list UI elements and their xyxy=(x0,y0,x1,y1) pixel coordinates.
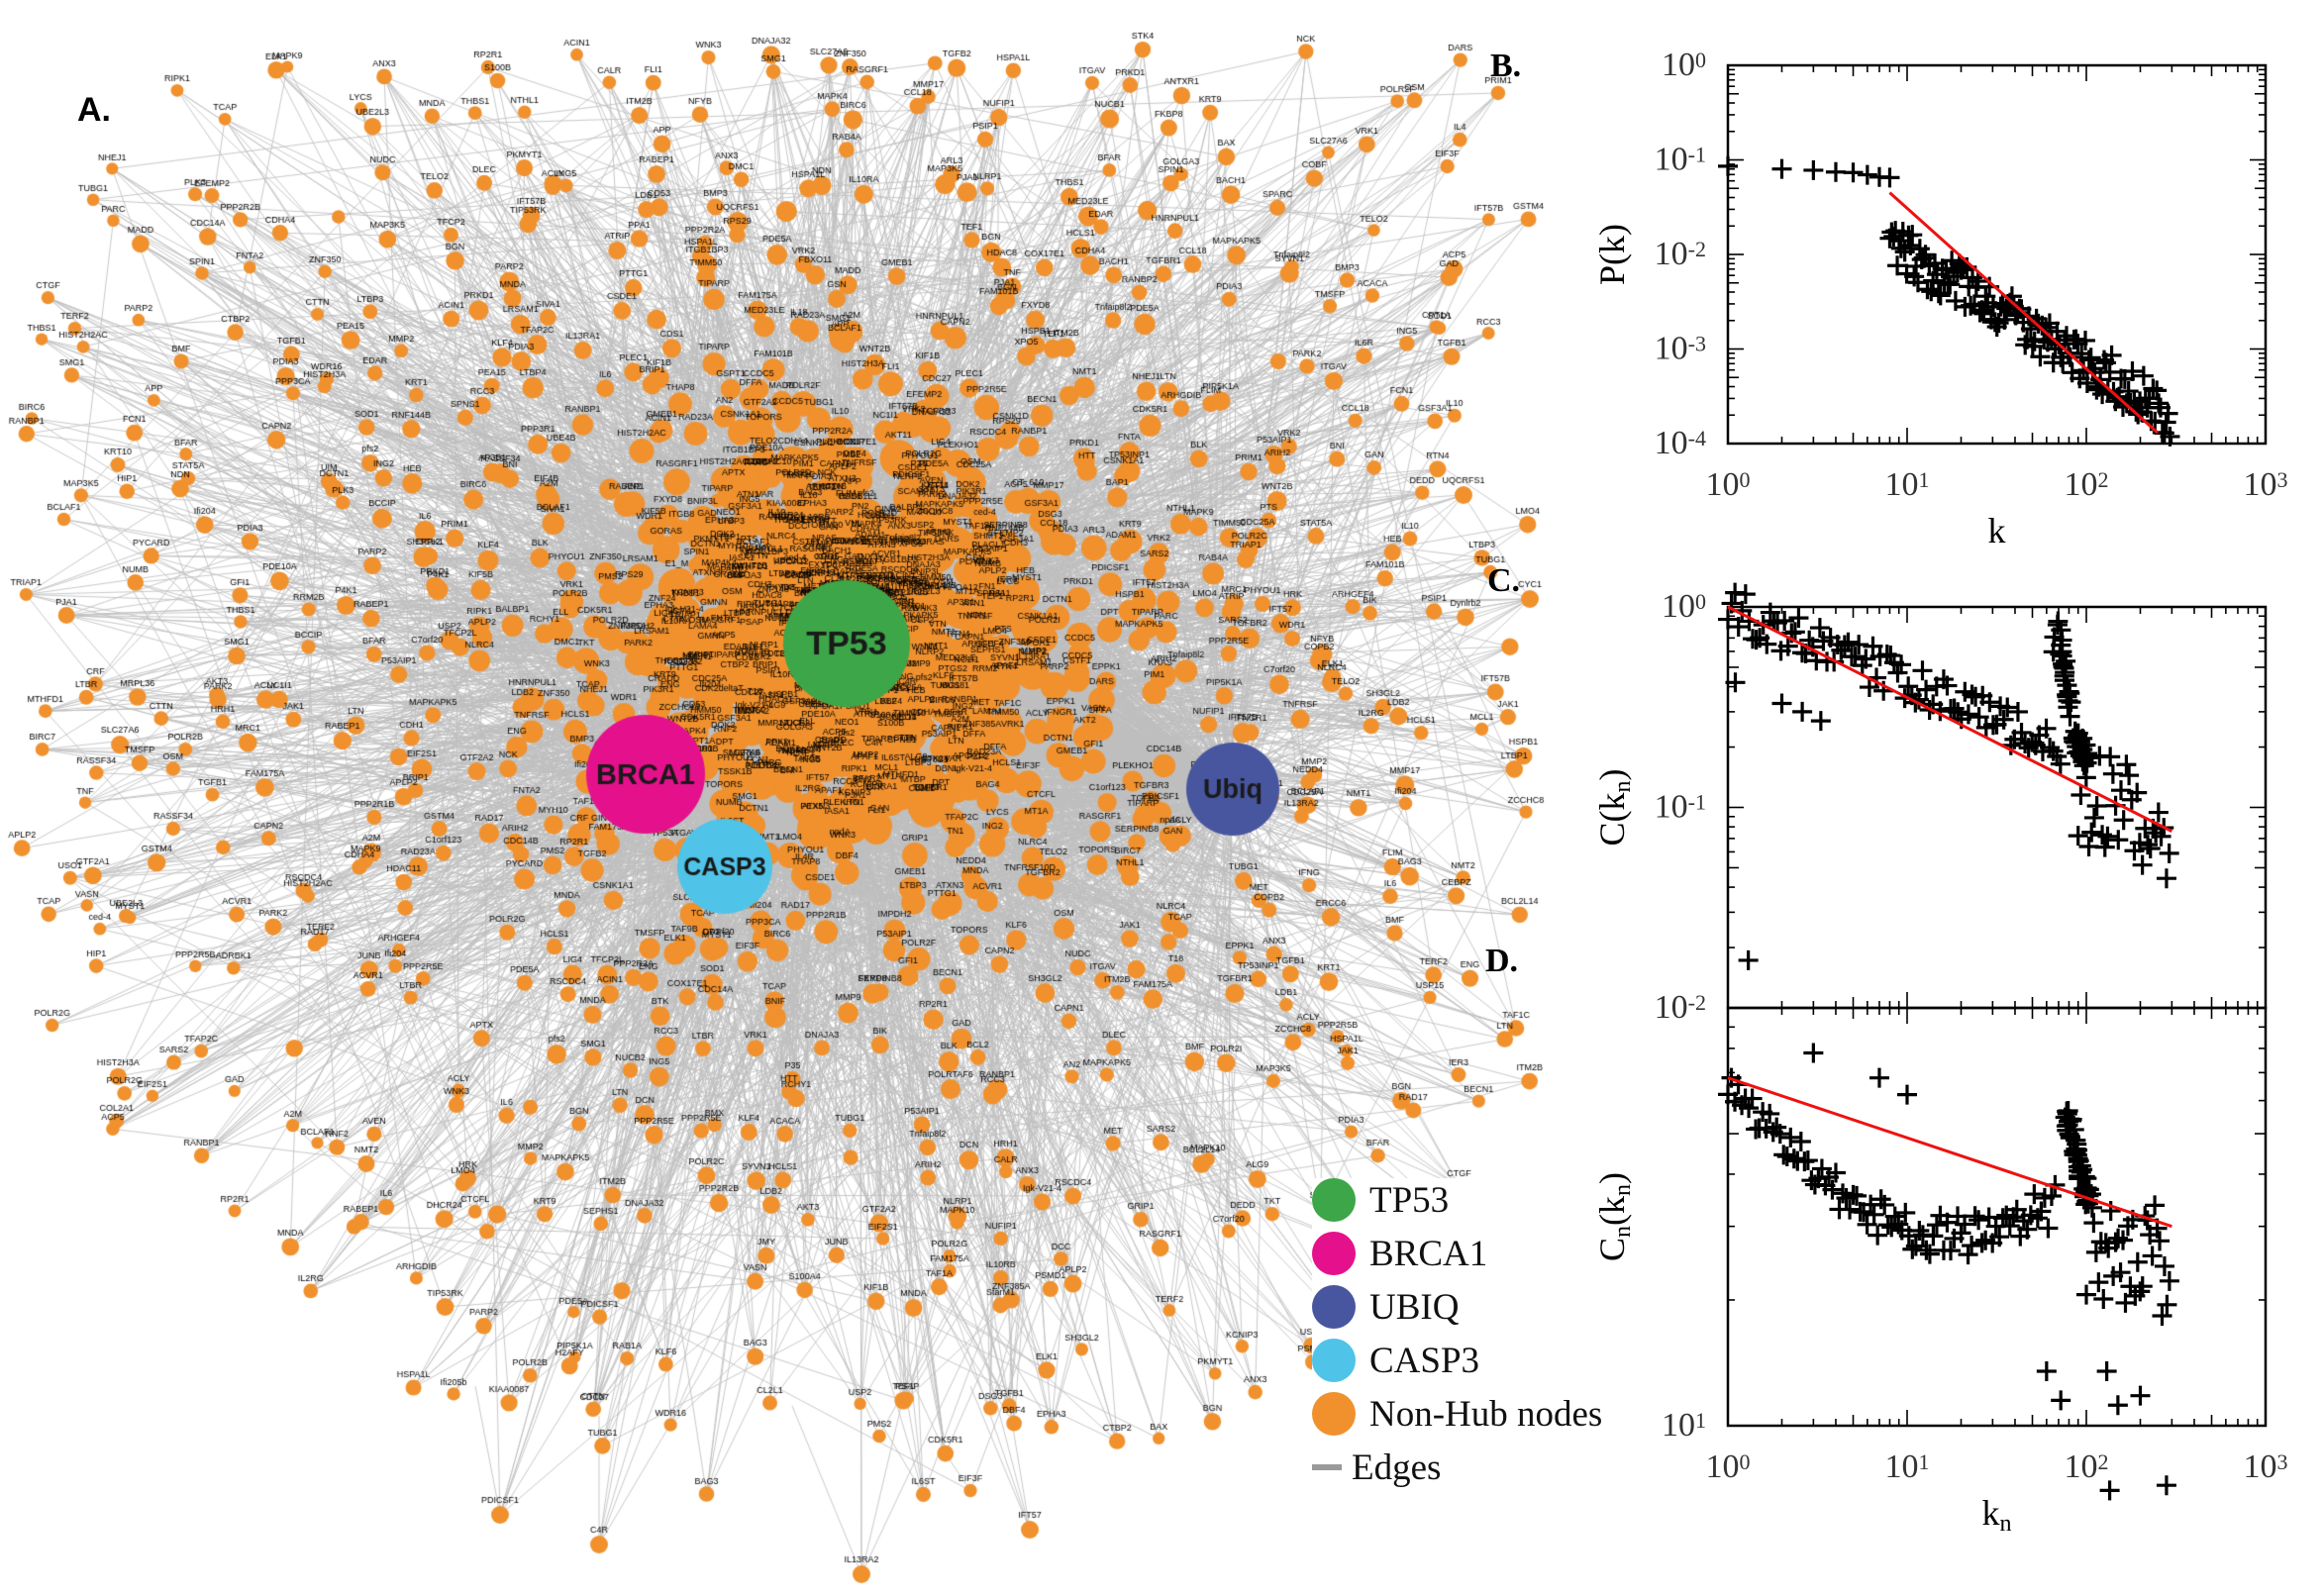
svg-text:10-2: 10-2 xyxy=(1655,236,1706,272)
svg-text:101: 101 xyxy=(1885,466,1930,503)
svg-text:Cn(kn): Cn(kn) xyxy=(1592,1172,1636,1261)
svg-text:101: 101 xyxy=(1885,1448,1930,1485)
svg-text:10-1: 10-1 xyxy=(1655,142,1706,178)
svg-text:103: 103 xyxy=(2244,466,2288,503)
svg-text:100: 100 xyxy=(1706,1448,1751,1485)
svg-text:10-4: 10-4 xyxy=(1655,425,1706,461)
svg-text:C(kn): C(kn) xyxy=(1592,769,1636,847)
svg-text:103: 103 xyxy=(2244,1448,2288,1485)
svg-text:100: 100 xyxy=(1662,588,1706,625)
svg-text:100: 100 xyxy=(1662,47,1706,83)
svg-text:k: k xyxy=(1988,511,2006,550)
svg-text:P(k): P(k) xyxy=(1592,224,1632,285)
svg-text:10-3: 10-3 xyxy=(1655,331,1706,367)
svg-text:101: 101 xyxy=(1662,1407,1706,1444)
svg-text:kn: kn xyxy=(1982,1493,2012,1537)
svg-text:102: 102 xyxy=(2065,466,2109,503)
svg-text:10-2: 10-2 xyxy=(1655,989,1706,1026)
svg-text:100: 100 xyxy=(1706,466,1751,503)
svg-text:102: 102 xyxy=(2065,1448,2109,1485)
svg-text:10-1: 10-1 xyxy=(1655,789,1706,826)
